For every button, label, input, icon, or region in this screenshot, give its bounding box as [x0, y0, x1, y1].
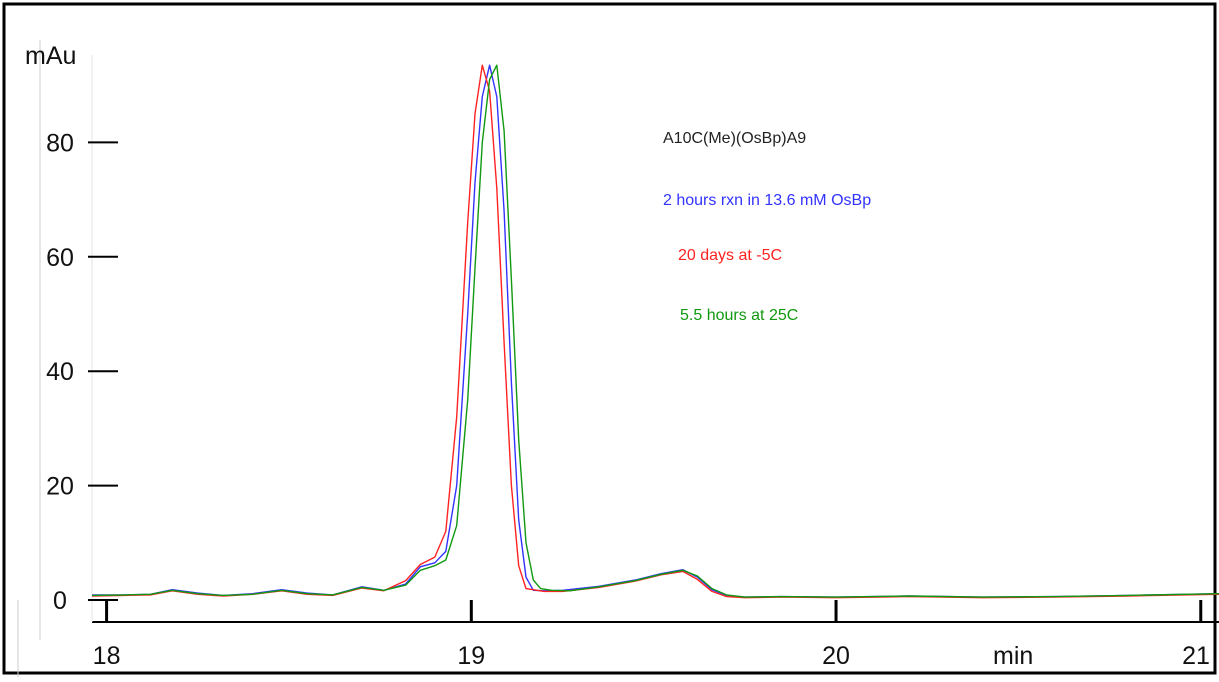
series-line-2: [91, 64, 1219, 598]
x-tick-label: 18: [93, 642, 121, 670]
x-tick-label: 20: [822, 642, 850, 670]
y-ticks-group: 0 20 40 60 80: [46, 129, 118, 615]
x-unit-label: min: [993, 642, 1033, 670]
y-tick-label: 0: [53, 587, 67, 615]
y-tick-label: 80: [46, 129, 74, 157]
y-unit-label: mAu: [25, 42, 76, 70]
x-ticks-group: 18 19 20 21: [93, 600, 1210, 670]
annotation-sample-name: A10C(Me)(OsBp)A9: [663, 130, 806, 147]
annotation-series-green: 5.5 hours at 25C: [680, 307, 798, 324]
series-group: [91, 64, 1219, 599]
annotation-series-blue: 2 hours rxn in 13.6 mM OsBp: [663, 192, 871, 209]
annotation-series-red: 20 days at -5C: [678, 247, 782, 264]
x-tick-label: 21: [1182, 642, 1210, 670]
x-tick-label: 19: [457, 642, 485, 670]
y-tick-label: 20: [46, 473, 74, 501]
y-tick-label: 40: [46, 358, 74, 386]
y-tick-label: 60: [46, 244, 74, 272]
